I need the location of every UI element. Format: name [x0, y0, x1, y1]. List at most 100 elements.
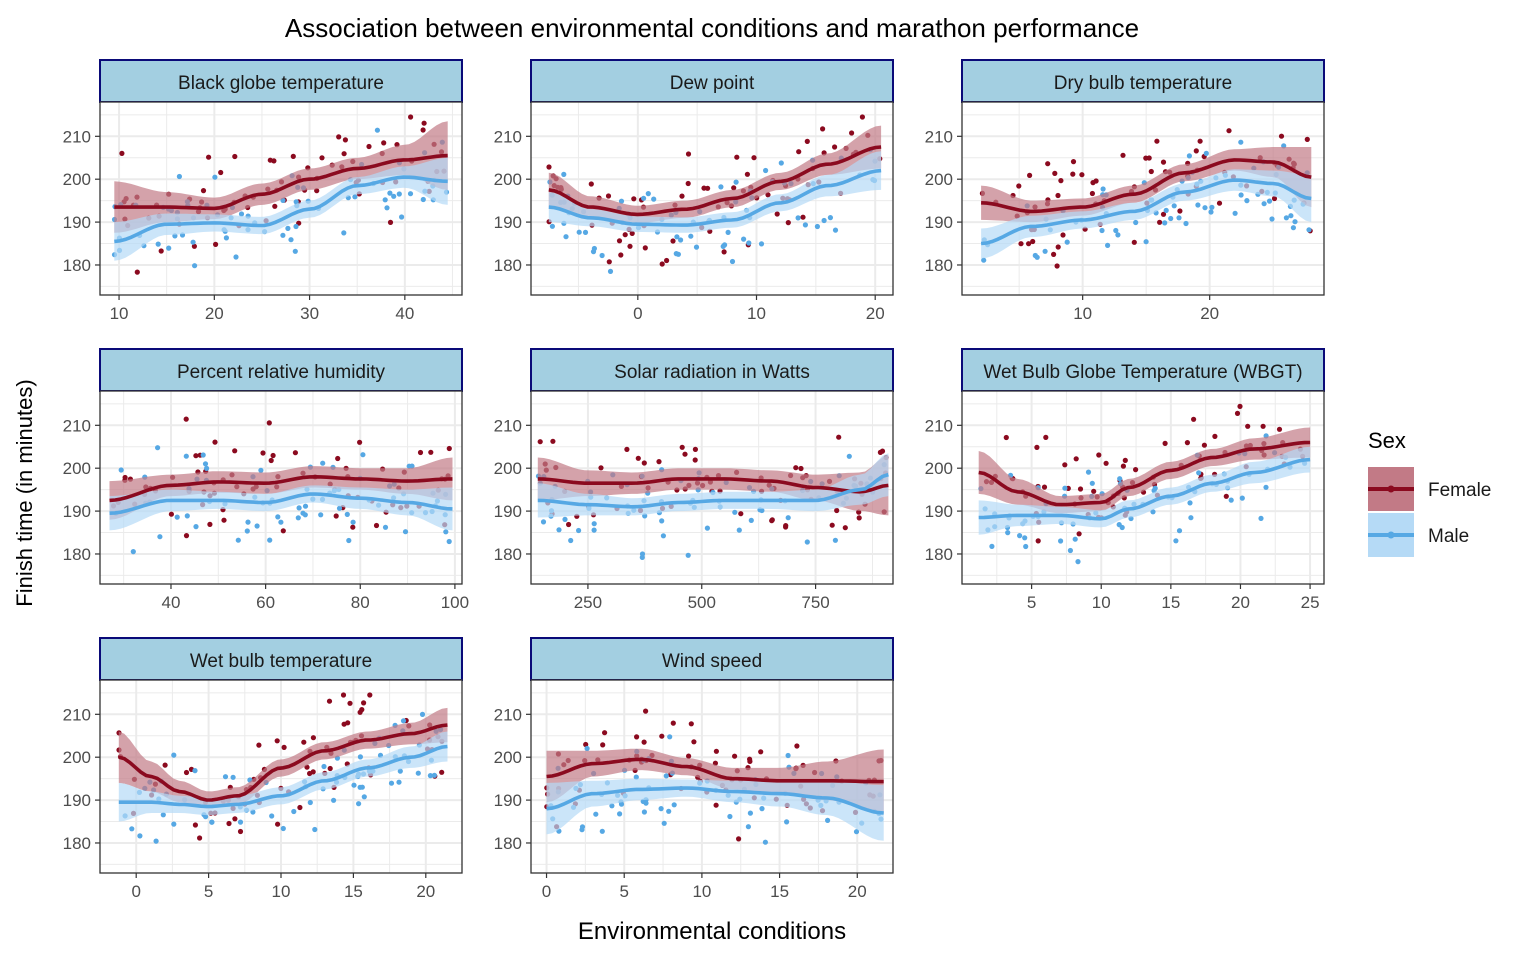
point-female [622, 232, 628, 238]
panel-border [530, 101, 894, 296]
y-tick-label: 210 [63, 416, 91, 435]
point-female [758, 749, 764, 755]
point-female [688, 721, 694, 727]
point-male [599, 828, 605, 834]
point-male [1085, 469, 1092, 475]
point-female [1223, 493, 1229, 499]
y-tick-label: 200 [63, 170, 91, 189]
point-female [158, 248, 164, 254]
point-male [609, 803, 615, 809]
point-female [605, 193, 612, 199]
legend-key-male-point [1387, 531, 1395, 539]
point-male [576, 527, 582, 534]
x-tick-label: 0 [542, 882, 551, 901]
point-female [1054, 263, 1060, 269]
x-tick-label: 100 [441, 593, 469, 612]
point-female [281, 744, 287, 751]
point-female [1073, 456, 1079, 462]
point-male [171, 821, 177, 827]
facet-dry-bulb-temperature: Dry bulb temperature 180 190 200 210 10 20 [925, 59, 1325, 323]
smooth-line-female [109, 474, 453, 503]
point-male [360, 452, 366, 458]
point-male [599, 252, 605, 259]
point-male [351, 782, 357, 788]
point-male [639, 554, 645, 561]
point-male [981, 257, 987, 263]
point-female [275, 821, 281, 827]
point-male [153, 838, 159, 844]
point-male [1058, 538, 1064, 544]
point-female [1003, 434, 1009, 441]
point-male [832, 227, 839, 233]
point-female [366, 143, 372, 150]
point-male [1196, 470, 1202, 476]
point-female [200, 188, 207, 194]
point-male [846, 453, 852, 459]
point-male [1072, 536, 1078, 542]
point-female [272, 203, 278, 209]
point-male [633, 774, 639, 780]
y-tick-label: 210 [494, 127, 522, 146]
point-female [566, 521, 572, 528]
point-male [357, 754, 363, 760]
smooth-line-male [546, 786, 884, 815]
point-male [1176, 215, 1182, 221]
point-female [691, 739, 697, 745]
point-female [168, 511, 174, 517]
point-male [171, 752, 177, 758]
point-male [591, 527, 597, 533]
point-male [1113, 227, 1119, 234]
point-male [762, 839, 769, 845]
point-female [1234, 410, 1241, 416]
point-male [667, 734, 673, 740]
facet-wet-bulb-globe-temperature-wbgt: Wet Bulb Globe Temperature (WBGT) 180 190 2… [925, 348, 1325, 612]
point-female [679, 193, 685, 199]
point-male [307, 799, 313, 806]
x-tick-label: 250 [574, 593, 602, 612]
point-male [678, 237, 684, 243]
smooth-line-female [537, 477, 889, 494]
point-female [347, 700, 353, 706]
point-male [415, 770, 421, 776]
point-male [674, 234, 680, 240]
point-male [725, 229, 731, 235]
point-female [769, 517, 775, 523]
facet-strip-label: Wet Bulb Globe Temperature (WBGT) [983, 362, 1302, 383]
point-female [1026, 241, 1032, 247]
panel-data [109, 416, 453, 555]
point-male [693, 244, 700, 250]
point-male [718, 184, 724, 190]
point-male [671, 802, 677, 808]
x-tick-label: 10 [272, 882, 291, 901]
point-male [350, 519, 356, 525]
x-tick-label: 60 [256, 593, 275, 612]
point-female [713, 802, 719, 808]
point-female [798, 465, 804, 472]
point-male [733, 179, 739, 185]
point-male [1119, 524, 1125, 531]
point-male [1075, 559, 1081, 565]
point-male [748, 517, 754, 524]
point-male [1283, 215, 1289, 221]
point-male [1064, 239, 1070, 245]
point-male [736, 527, 742, 533]
point-female [842, 525, 848, 531]
point-female [629, 230, 635, 236]
smooth-line-male [548, 168, 882, 227]
point-male [1105, 242, 1111, 248]
point-female [624, 446, 630, 452]
ribbon-female [981, 147, 1312, 223]
y-tick-label: 180 [494, 834, 522, 853]
point-female [232, 153, 238, 160]
y-tick-label: 190 [63, 213, 91, 232]
point-male [704, 525, 711, 531]
point-male [336, 505, 343, 511]
point-male [397, 768, 403, 774]
point-female [685, 180, 691, 187]
point-female [417, 449, 424, 456]
legend-label-male: Male [1428, 526, 1469, 547]
point-female [357, 439, 363, 445]
y-axis-label: Finish time (in minutes) [12, 379, 37, 606]
point-female [266, 420, 272, 426]
y-tick-label: 200 [494, 459, 522, 478]
